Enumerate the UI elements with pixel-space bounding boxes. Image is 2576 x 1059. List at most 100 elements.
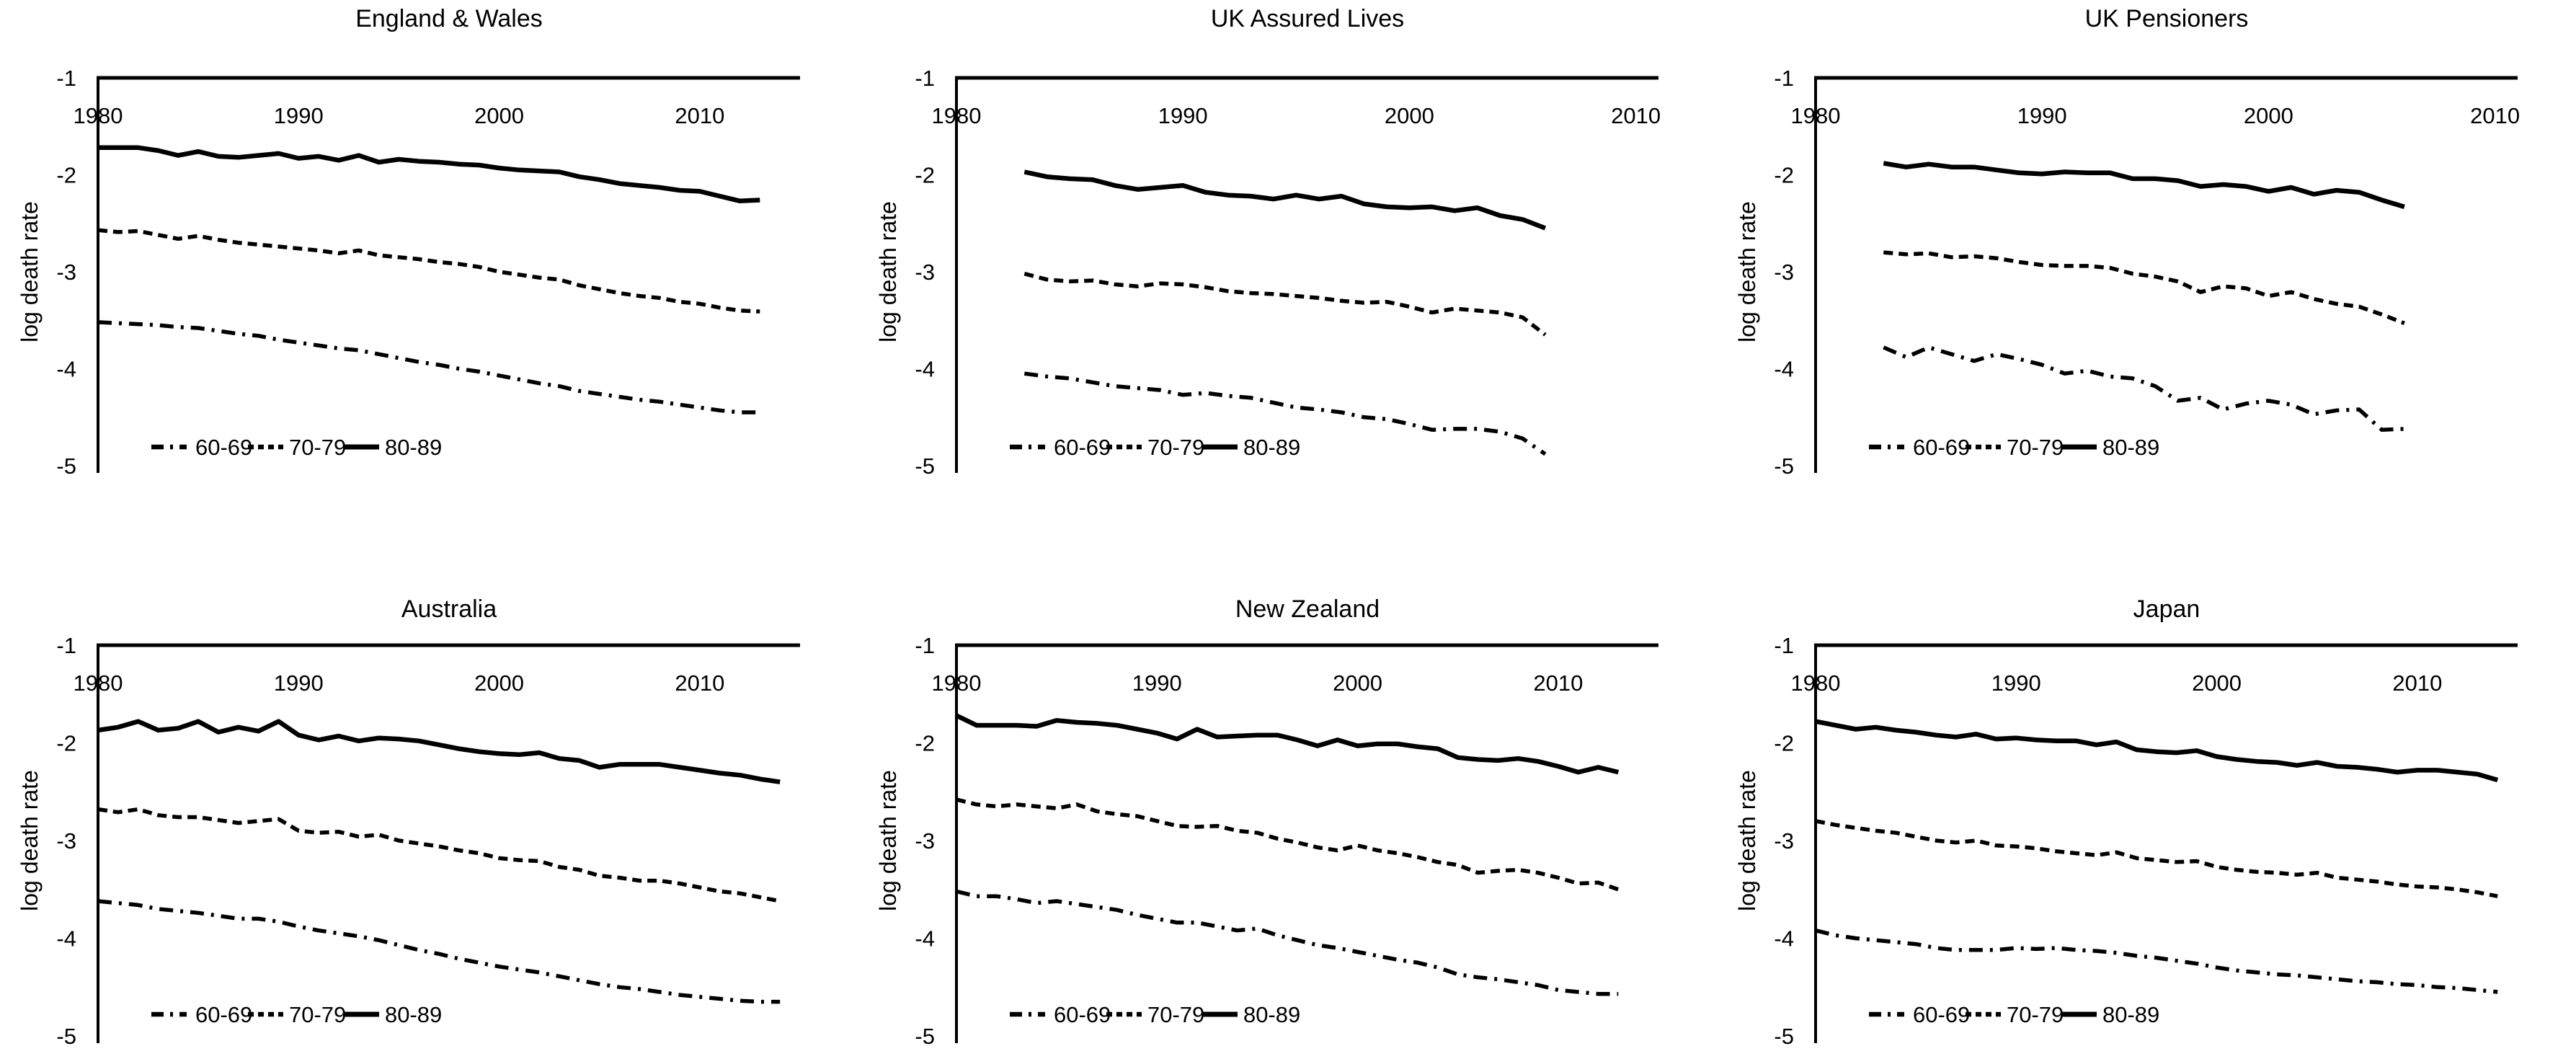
y-tick-label: -5 xyxy=(1774,1024,1794,1049)
chart-panel-england-wales: England & Wales -1 -2 -3 -4 -5 1980 1990 2000 201… xyxy=(0,0,858,529)
series-line-70-79 xyxy=(1815,819,2498,898)
y-tick-label: -2 xyxy=(915,730,935,756)
legend-label-70-79: 70-79 xyxy=(2007,435,2064,460)
chart-panel-new-zealand: New Zealand -1 -2 -3 -4 -5 1980 1990 2000 2010 log… xyxy=(858,530,1717,1059)
x-tick-label: 2010 xyxy=(2470,103,2520,128)
y-tick-label: -3 xyxy=(915,260,935,285)
x-tick-label: 1990 xyxy=(1132,670,1182,696)
y-axis-title: log death rate xyxy=(1734,770,1760,911)
series-line-80-89 xyxy=(98,145,760,204)
chart-6-svg: Japan -1 -2 -3 -4 -5 1980 1990 2000 2010 log death… xyxy=(1734,595,2518,1049)
series-line-80-89 xyxy=(97,719,781,784)
y-axis-title: log death rate xyxy=(1734,201,1760,342)
chart-title: New Zealand xyxy=(1235,595,1380,623)
y-tick-label: -4 xyxy=(1774,356,1794,381)
x-tick-label: 2000 xyxy=(2244,103,2293,128)
y-axis-title: log death rate xyxy=(17,770,43,911)
series-line-60-69 xyxy=(1883,345,2405,432)
chart-title: Australia xyxy=(401,595,497,623)
legend-label-60-69: 60-69 xyxy=(1054,435,1111,460)
y-tick-label: -1 xyxy=(1774,633,1794,658)
x-tick-label: 1990 xyxy=(2017,103,2067,128)
series-line-70-79 xyxy=(956,797,1620,892)
legend-label-60-69: 60-69 xyxy=(1913,1002,1970,1027)
x-tick-label: 2010 xyxy=(1533,670,1583,696)
x-tick-label: 2000 xyxy=(474,670,524,696)
legend-label-80-89: 80-89 xyxy=(1243,1002,1300,1027)
y-axis-title: log death rate xyxy=(17,201,43,342)
x-tick-label: 2000 xyxy=(474,103,524,128)
legend-label-60-69: 60-69 xyxy=(195,1002,252,1027)
chart-title: UK Pensioners xyxy=(2085,5,2249,32)
x-tick-label: 1980 xyxy=(74,103,123,128)
chart-1-svg: England & Wales -1 -2 -3 -4 -5 1980 1990 2000 201… xyxy=(17,5,800,479)
series-line-70-79 xyxy=(97,807,781,903)
x-tick-label: 1980 xyxy=(932,103,982,128)
legend-label-60-69: 60-69 xyxy=(1913,435,1970,460)
y-tick-label: -4 xyxy=(915,356,935,381)
legend-label-70-79: 70-79 xyxy=(2007,1002,2064,1027)
x-tick-label: 2000 xyxy=(1385,103,1434,128)
legend-label-70-79: 70-79 xyxy=(289,435,346,460)
x-tick-label: 1980 xyxy=(1791,670,1841,696)
series-line-60-69 xyxy=(97,899,781,1004)
y-tick-label: -4 xyxy=(1774,926,1794,951)
y-tick-label: -4 xyxy=(915,926,935,951)
y-tick-label: -1 xyxy=(915,633,935,658)
x-tick-label: 1990 xyxy=(1158,103,1208,128)
y-tick-label: -2 xyxy=(56,162,76,187)
chart-3-svg: UK Pensioners -1 -2 -3 -4 -5 1980 1990 2000 2010 l… xyxy=(1734,5,2520,479)
legend-label-80-89: 80-89 xyxy=(2102,1002,2159,1027)
y-tick-label: -3 xyxy=(56,828,76,854)
series-line-70-79 xyxy=(1023,272,1547,337)
chart-4-svg: Australia -1 -2 -3 -4 -5 1980 1990 2000 2010 log d… xyxy=(17,595,800,1049)
x-tick-label: 1990 xyxy=(274,670,324,696)
legend-label-80-89: 80-89 xyxy=(1243,435,1300,460)
x-tick-label: 2010 xyxy=(675,103,724,128)
y-tick-label: -5 xyxy=(915,1024,935,1049)
y-tick-label: -2 xyxy=(915,162,935,187)
y-tick-label: -3 xyxy=(1774,260,1794,285)
y-tick-label: -5 xyxy=(56,453,76,479)
y-tick-label: -5 xyxy=(1774,453,1794,479)
y-tick-label: -3 xyxy=(56,260,76,285)
chart-title: England & Wales xyxy=(355,5,543,32)
legend-label-70-79: 70-79 xyxy=(289,1002,346,1027)
x-tick-label: 2010 xyxy=(1611,103,1661,128)
x-tick-label: 1980 xyxy=(1791,103,1841,128)
series-line-70-79 xyxy=(1883,250,2405,325)
y-tick-label: -2 xyxy=(1774,162,1794,187)
y-tick-label: -2 xyxy=(1774,730,1794,756)
y-tick-label: -1 xyxy=(1774,66,1794,91)
chart-2-svg: UK Assured Lives -1 -2 -3 -4 -5 1980 1990 2000 20… xyxy=(875,5,1661,479)
series-line-60-69 xyxy=(1815,929,2498,994)
chart-title: Japan xyxy=(2133,595,2200,623)
series-line-80-89 xyxy=(1883,161,2405,210)
legend-label-80-89: 80-89 xyxy=(385,435,442,460)
legend-label-80-89: 80-89 xyxy=(2102,435,2159,460)
series-line-60-69 xyxy=(97,320,760,415)
y-tick-label: -4 xyxy=(56,356,76,381)
x-tick-label: 2000 xyxy=(2192,670,2242,696)
legend-label-60-69: 60-69 xyxy=(195,435,252,460)
chart-panel-australia: Australia -1 -2 -3 -4 -5 1980 1990 2000 2010 log d… xyxy=(0,530,858,1059)
y-axis-title: log death rate xyxy=(875,201,901,342)
x-tick-label: 2000 xyxy=(1333,670,1382,696)
chart-panel-uk-assured-lives: UK Assured Lives -1 -2 -3 -4 -5 1980 1990 2000 20… xyxy=(858,0,1717,529)
series-line-60-69 xyxy=(956,889,1619,996)
y-tick-label: -1 xyxy=(915,66,935,91)
x-tick-label: 1980 xyxy=(74,670,123,696)
series-line-60-69 xyxy=(1023,371,1547,456)
y-tick-label: -2 xyxy=(56,730,76,756)
series-line-80-89 xyxy=(1023,169,1547,231)
y-tick-label: -1 xyxy=(56,633,76,658)
legend-label-80-89: 80-89 xyxy=(385,1002,442,1027)
y-tick-label: -5 xyxy=(915,453,935,479)
x-tick-label: 1980 xyxy=(932,670,982,696)
series-line-80-89 xyxy=(1815,719,2499,783)
y-tick-label: -4 xyxy=(56,926,76,951)
chart-panel-uk-pensioners: UK Pensioners -1 -2 -3 -4 -5 1980 1990 2000 2010 l… xyxy=(1718,0,2576,529)
legend-label-60-69: 60-69 xyxy=(1054,1002,1111,1027)
y-tick-label: -3 xyxy=(1774,828,1794,854)
